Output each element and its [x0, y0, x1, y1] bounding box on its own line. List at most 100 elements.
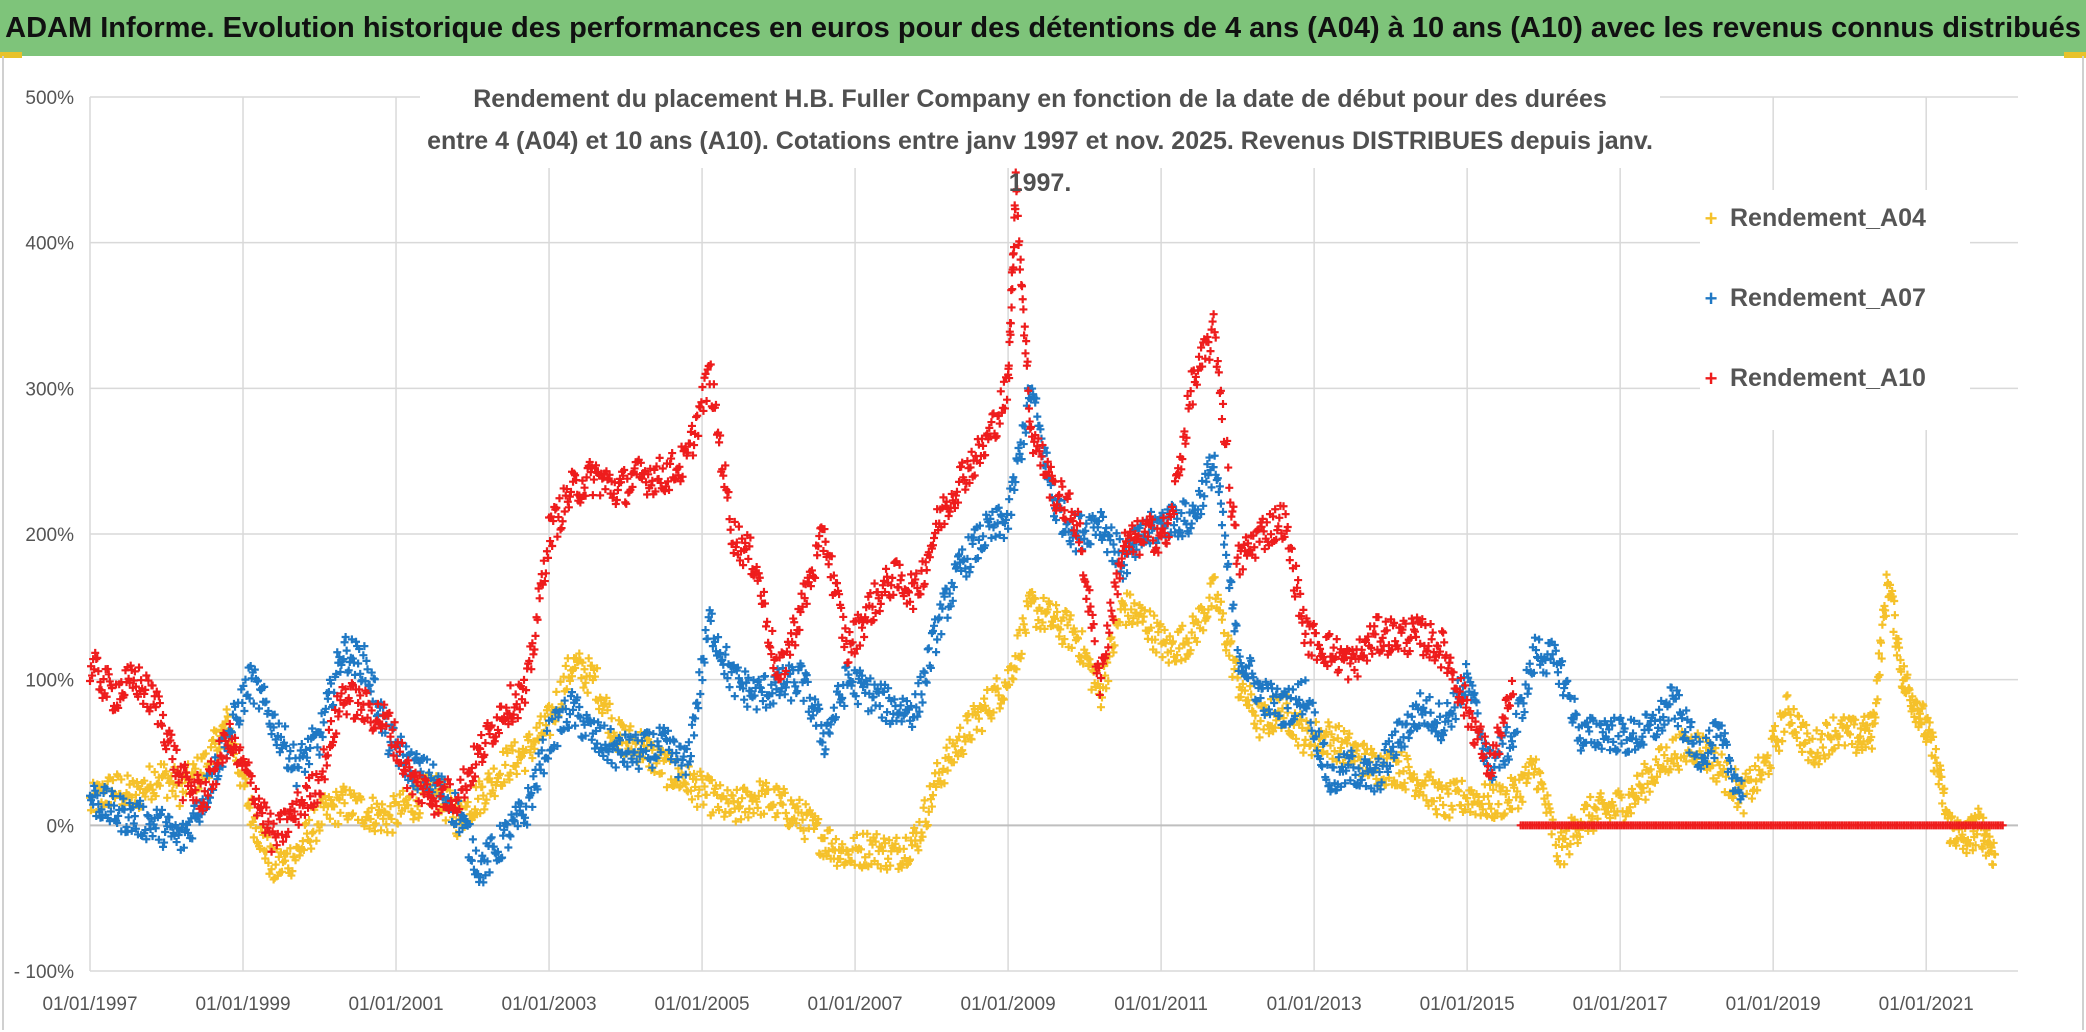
scatter-point: [1116, 561, 1125, 570]
scatter-point: [1823, 720, 1832, 729]
scatter-point: [993, 684, 1002, 693]
scatter-point: [1292, 561, 1301, 570]
scatter-point: [129, 676, 138, 685]
scatter-point: [1204, 471, 1213, 480]
scatter-point: [722, 795, 731, 804]
scatter-point: [634, 764, 643, 773]
scatter-point: [897, 571, 906, 580]
scatter-point: [200, 787, 209, 796]
scatter-point: [525, 657, 534, 666]
scatter-point: [198, 806, 207, 815]
scatter-point: [607, 759, 616, 768]
scatter-point: [172, 838, 181, 847]
scatter-point: [1671, 733, 1680, 742]
scatter-point: [299, 845, 308, 854]
scatter-point: [1162, 539, 1171, 548]
scatter-point: [323, 694, 332, 703]
scatter-point: [1351, 770, 1360, 779]
scatter-point: [754, 675, 763, 684]
scatter-point: [959, 749, 968, 758]
scatter-point: [179, 843, 188, 852]
scatter-point: [1525, 659, 1534, 668]
scatter-point: [415, 771, 424, 780]
scatter-point: [1183, 391, 1192, 400]
scatter-point: [1005, 680, 1014, 689]
scatter-point: [211, 739, 220, 748]
scatter-point: [698, 775, 707, 784]
scatter-point: [698, 676, 707, 685]
scatter-point: [796, 607, 805, 616]
scatter-point: [732, 785, 741, 794]
scatter-point: [1842, 721, 1851, 730]
scatter-point: [1565, 850, 1574, 859]
scatter-point: [769, 664, 778, 673]
scatter-point: [1312, 655, 1321, 664]
scatter-point: [1042, 448, 1051, 457]
scatter-point: [1966, 839, 1975, 848]
scatter-point: [762, 778, 771, 787]
scatter-point: [1566, 840, 1575, 849]
scatter-point: [253, 676, 262, 685]
scatter-point: [719, 471, 728, 480]
scatter-point: [405, 763, 414, 772]
scatter-point: [553, 741, 562, 750]
y-tick-label: 100%: [25, 671, 74, 692]
scatter-point: [851, 692, 860, 701]
scatter-point: [533, 785, 542, 794]
scatter-point: [763, 617, 772, 626]
scatter-point: [1032, 623, 1041, 632]
scatter-point: [482, 795, 491, 804]
scatter-point: [1874, 649, 1883, 658]
scatter-point: [1570, 694, 1579, 703]
scatter-point: [497, 702, 506, 711]
scatter-point: [955, 550, 964, 559]
scatter-point: [1246, 545, 1255, 554]
scatter-point: [1654, 723, 1663, 732]
scatter-point: [814, 542, 823, 551]
scatter-point: [378, 720, 387, 729]
x-tick-label: 01/01/2007: [808, 994, 903, 1015]
scatter-point: [404, 756, 413, 765]
scatter-point: [607, 714, 616, 723]
scatter-point: [1152, 543, 1161, 552]
scatter-point: [1129, 547, 1138, 556]
scatter-point: [1448, 709, 1457, 718]
scatter-point: [1446, 653, 1455, 662]
scatter-point: [1856, 732, 1865, 741]
scatter-point: [1462, 703, 1471, 712]
scatter-point: [927, 802, 936, 811]
scatter-point: [1018, 282, 1027, 291]
scatter-point: [1247, 690, 1256, 699]
scatter-point: [1013, 211, 1022, 220]
scatter-point: [402, 742, 411, 751]
scatter-point: [928, 541, 937, 550]
scatter-point: [1301, 629, 1310, 638]
scatter-point: [548, 542, 557, 551]
scatter-point: [1747, 794, 1756, 803]
scatter-point: [1613, 746, 1622, 755]
scatter-point: [1817, 730, 1826, 739]
scatter-point: [241, 675, 250, 684]
scatter-point: [512, 769, 521, 778]
scatter-point: [915, 707, 924, 716]
scatter-point: [1553, 668, 1562, 677]
scatter-point: [1187, 519, 1196, 528]
scatter-point: [1148, 515, 1157, 524]
scatter-point: [1332, 757, 1341, 766]
scatter-point: [1214, 368, 1223, 377]
scatter-point: [342, 646, 351, 655]
scatter-point: [1103, 621, 1112, 630]
scatter-point: [293, 788, 302, 797]
scatter-point: [887, 581, 896, 590]
scatter-point: [171, 792, 180, 801]
scatter-point: [648, 476, 657, 485]
scatter-point: [1917, 720, 1926, 729]
scatter-point: [201, 778, 210, 787]
scatter-point: [1716, 731, 1725, 740]
scatter-point: [1232, 621, 1241, 630]
scatter-point: [1377, 646, 1386, 655]
scatter-point: [1059, 613, 1068, 622]
scatter-point: [114, 703, 123, 712]
scatter-point: [1188, 501, 1197, 510]
scatter-point: [1386, 747, 1395, 756]
